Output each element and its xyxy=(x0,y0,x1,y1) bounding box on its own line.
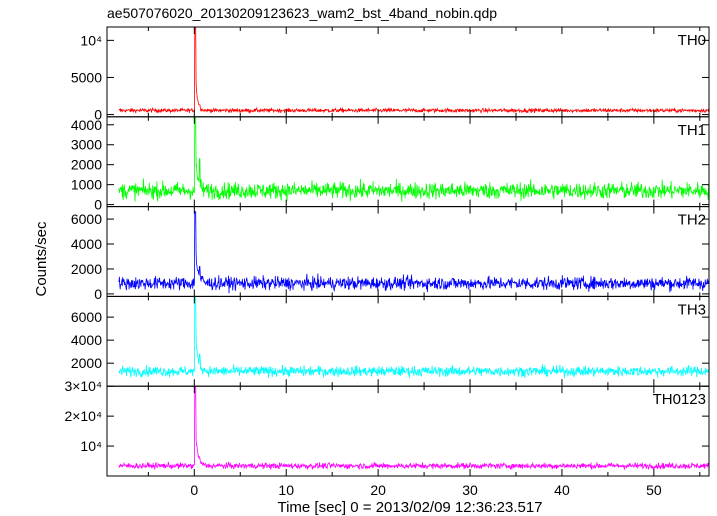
y-tick-label: 4000 xyxy=(71,236,102,252)
x-tick-label: 30 xyxy=(462,482,478,498)
x-tick-label: 50 xyxy=(646,482,662,498)
y-tick-label: 4000 xyxy=(71,332,102,348)
x-tick-label: 40 xyxy=(554,482,570,498)
series-line-th0 xyxy=(118,26,710,114)
y-tick-label: 3000 xyxy=(71,137,102,153)
series-line-th1 xyxy=(118,116,710,202)
series-line-th0123 xyxy=(118,385,710,471)
y-tick-label: 6000 xyxy=(71,211,102,227)
panel-frame xyxy=(106,26,710,118)
y-tick-label: 1000 xyxy=(71,177,102,193)
x-tick-label: 20 xyxy=(370,482,386,498)
y-tick-label: 10⁴ xyxy=(80,32,102,48)
x-tick-label: 0 xyxy=(190,482,198,498)
panel-label-th0: TH0 xyxy=(678,32,706,49)
y-tick-label: 2000 xyxy=(71,157,102,173)
y-tick-label: 5000 xyxy=(71,69,102,85)
y-tick-label: 10⁴ xyxy=(80,438,102,454)
y-tick-label: 2000 xyxy=(71,261,102,277)
panel-th0123: 10⁴ 2×10⁴ 3×10⁴ TH0123 xyxy=(64,378,710,477)
y-tick-label: 0 xyxy=(94,286,102,302)
panel-label-th2: TH2 xyxy=(678,212,706,229)
series-line-th3 xyxy=(118,296,710,379)
series-line-th2 xyxy=(118,211,710,294)
panel-label-th3: TH3 xyxy=(678,301,706,318)
panel-th3: 2000 4000 6000 TH3 xyxy=(71,295,710,387)
x-tick-label: 10 xyxy=(278,482,294,498)
y-tick-label: 0 xyxy=(94,107,102,123)
y-tick-label: 2000 xyxy=(71,355,102,371)
y-tick-label: 2×10⁴ xyxy=(64,408,102,424)
chart-title: ae507076020_20130209123623_wam2_bst_4ban… xyxy=(107,5,497,21)
y-tick-label: 4000 xyxy=(71,117,102,133)
y-tick-label: 6000 xyxy=(71,309,102,325)
panel-label-th0123: TH0123 xyxy=(653,391,706,408)
x-axis-label: Time [sec] 0 = 2013/02/09 12:36:23.517 xyxy=(277,499,542,516)
y-tick-label: 0 xyxy=(94,197,102,213)
y-tick-label: 3×10⁴ xyxy=(64,378,102,394)
panel-frame xyxy=(106,385,710,477)
panel-label-th1: TH1 xyxy=(678,122,706,139)
y-axis-label: Counts/sec xyxy=(33,221,50,297)
panel-th0: 0 5000 10⁴ TH0 xyxy=(71,26,710,123)
panel-th1: 0 1000 2000 3000 4000 TH1 xyxy=(71,116,710,213)
panel-th2: 0 2000 4000 6000 TH2 xyxy=(71,206,710,302)
